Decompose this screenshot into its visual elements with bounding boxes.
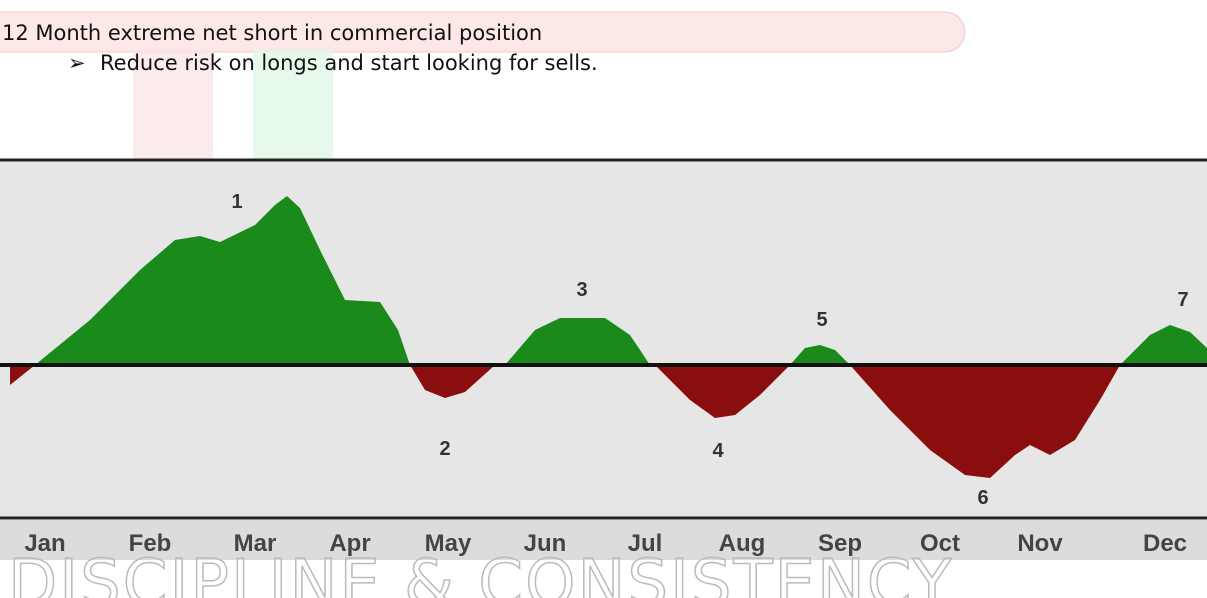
month-label: May <box>425 530 472 557</box>
point-label: 2 <box>439 438 450 460</box>
bullet-arrow: ➢ <box>68 51 86 75</box>
month-label: Aug <box>719 530 766 557</box>
point-label: 4 <box>712 440 724 462</box>
month-label: Jun <box>524 530 567 557</box>
watermark: DISCIPLINE & CONSISTENCY <box>8 547 954 598</box>
point-label: 3 <box>576 279 587 301</box>
heading: 12 Month extreme net short in commercial… <box>2 21 542 45</box>
chart: 1 2 3 4 5 6 7 Jan Feb Mar Apr May Jun Jul Aug Se… <box>0 158 1207 560</box>
month-labels: Jan Feb Mar Apr May Jun Jul Aug Sep Oct Nov Dec <box>24 530 1187 557</box>
area-negative <box>850 365 1120 478</box>
month-strip <box>0 520 1207 560</box>
point-label: 5 <box>816 309 827 331</box>
bullet-text: Reduce risk on longs and start looking f… <box>100 51 598 75</box>
area-negative <box>10 365 35 385</box>
area-negative <box>655 365 790 418</box>
area-positive <box>1120 325 1207 365</box>
point-label: 1 <box>231 191 242 213</box>
point-label: 6 <box>977 487 988 509</box>
month-label: Mar <box>234 530 277 557</box>
heading-highlight <box>0 11 966 53</box>
month-label: Jan <box>24 530 65 557</box>
point-label: 7 <box>1177 289 1188 311</box>
area-negative <box>410 365 495 398</box>
decoration <box>133 50 213 160</box>
month-label: Apr <box>329 530 370 557</box>
month-label: Jul <box>628 530 663 557</box>
area-positive <box>790 345 850 365</box>
month-label: Sep <box>818 530 862 557</box>
area-positive <box>505 318 650 365</box>
decoration <box>253 50 333 160</box>
month-label: Oct <box>920 530 960 557</box>
month-label: Nov <box>1017 530 1063 557</box>
month-label: Dec <box>1143 530 1187 557</box>
month-label: Feb <box>129 530 172 557</box>
area-positive <box>35 196 410 365</box>
